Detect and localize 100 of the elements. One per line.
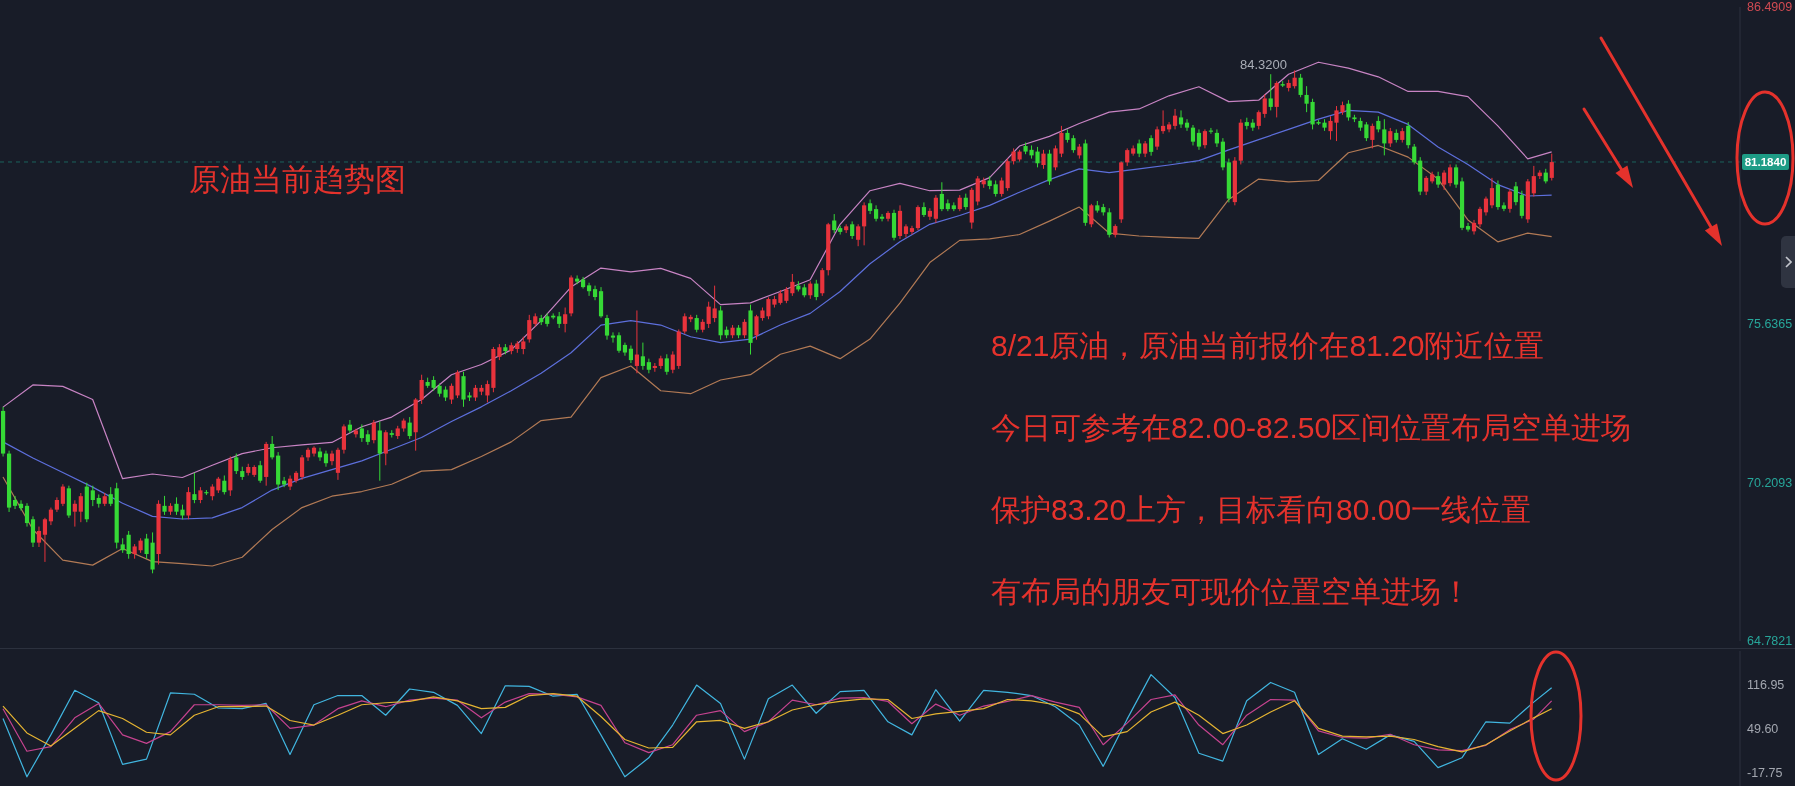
y-tick-label: -17.75 [1747,766,1783,781]
candlestick [1531,165,1536,198]
y-tick-label: 75.6365 [1747,317,1793,332]
candlestick [1161,109,1166,135]
candlestick [1172,108,1178,130]
candlestick [222,474,227,495]
candlestick [790,273,795,297]
candlestick [1382,118,1387,156]
y-tick-label: 86.4909 [1747,0,1793,15]
candlestick [742,318,747,339]
candlestick [1507,188,1512,214]
candlestick [36,526,42,548]
candlestick [1388,127,1393,148]
annotation: 今日可参考在82.00-82.50区间位置布局空单进场 [991,410,1632,446]
candlestick [90,485,95,507]
annotation: 有布局的朋友可现价位置空单进场！ [991,574,1471,610]
candlestick [640,342,645,371]
annotation: 8/21原油，原油当前报价在81.20附近位置 [991,328,1545,364]
y-tick-label: 64.7821 [1747,634,1793,649]
candlestick [1268,73,1273,111]
candlestick [1202,128,1208,149]
candlestick [30,515,36,548]
candlestick [1519,190,1524,219]
candlestick [927,207,932,221]
candlestick [1483,196,1489,217]
candlestick [1471,219,1477,236]
candlestick [419,374,424,405]
candlestick [1184,118,1190,132]
candlestick [186,486,191,520]
candlestick [299,454,305,481]
candlestick [1107,207,1112,238]
candlestick [258,460,263,484]
candlestick [24,502,30,528]
candlestick [933,194,938,224]
candlestick [1346,99,1351,122]
y-tick-label: 70.2093 [1747,475,1793,490]
candlestick [1477,206,1483,228]
candlestick [12,495,18,510]
candlestick [335,447,341,481]
candlestick [909,225,915,236]
candlestick [282,476,287,488]
candlestick [371,419,376,444]
candlestick [814,279,819,301]
annotation: 84.3200 [1240,56,1287,74]
line-series [2,673,1553,778]
candlestick [604,314,610,341]
candlestick [60,483,65,507]
candlestick [1262,93,1267,119]
candlestick [377,420,382,482]
candlestick [1453,163,1459,189]
candlestick [1166,121,1172,133]
candlestick [1501,201,1507,212]
candlestick [634,309,639,374]
candlestick [1089,203,1094,228]
candlestick [1406,121,1411,149]
candlestick [706,301,711,329]
candlestick [1448,163,1453,187]
candlestick [616,331,622,354]
candlestick [1549,153,1554,181]
y-tick-label: 116.95 [1747,677,1785,692]
candlestick [868,198,873,215]
candlestick [921,201,927,218]
candlestick [108,486,113,507]
candlestick [856,223,861,247]
candlestick [72,499,77,528]
candlestick [270,435,275,460]
candlestick [563,307,568,333]
candlestick [832,213,837,234]
candlestick [915,204,921,231]
candlestick [1196,128,1202,151]
candlestick [586,282,592,297]
candlestick [862,201,867,246]
candlestick [1149,134,1154,157]
candlestick [126,530,131,560]
candlestick [682,312,687,335]
candlestick [1465,222,1471,233]
candlestick [1424,175,1429,196]
candlestick [575,274,580,285]
candlestick [1442,169,1447,191]
candlestick [1041,149,1046,170]
candlestick [1489,177,1495,209]
candlestick [1513,181,1518,206]
candlestick [42,517,48,563]
candlestick [192,472,197,504]
text: 原油当前趋势图 [189,162,406,198]
candlestick [353,428,358,438]
candlestick [288,474,293,491]
candlestick [1155,125,1160,151]
ref-line-label: 81.1840 [1744,156,1787,169]
candlestick [527,314,532,344]
candlestick [999,177,1004,198]
candlestick [664,353,669,376]
candlestick [407,416,412,440]
candlestick [383,429,388,466]
candlestick [1178,109,1184,129]
candlestick [1298,73,1303,98]
candlestick [162,495,167,516]
candlestick [1274,80,1279,118]
candlestick [78,492,83,523]
candlestick [939,181,944,212]
